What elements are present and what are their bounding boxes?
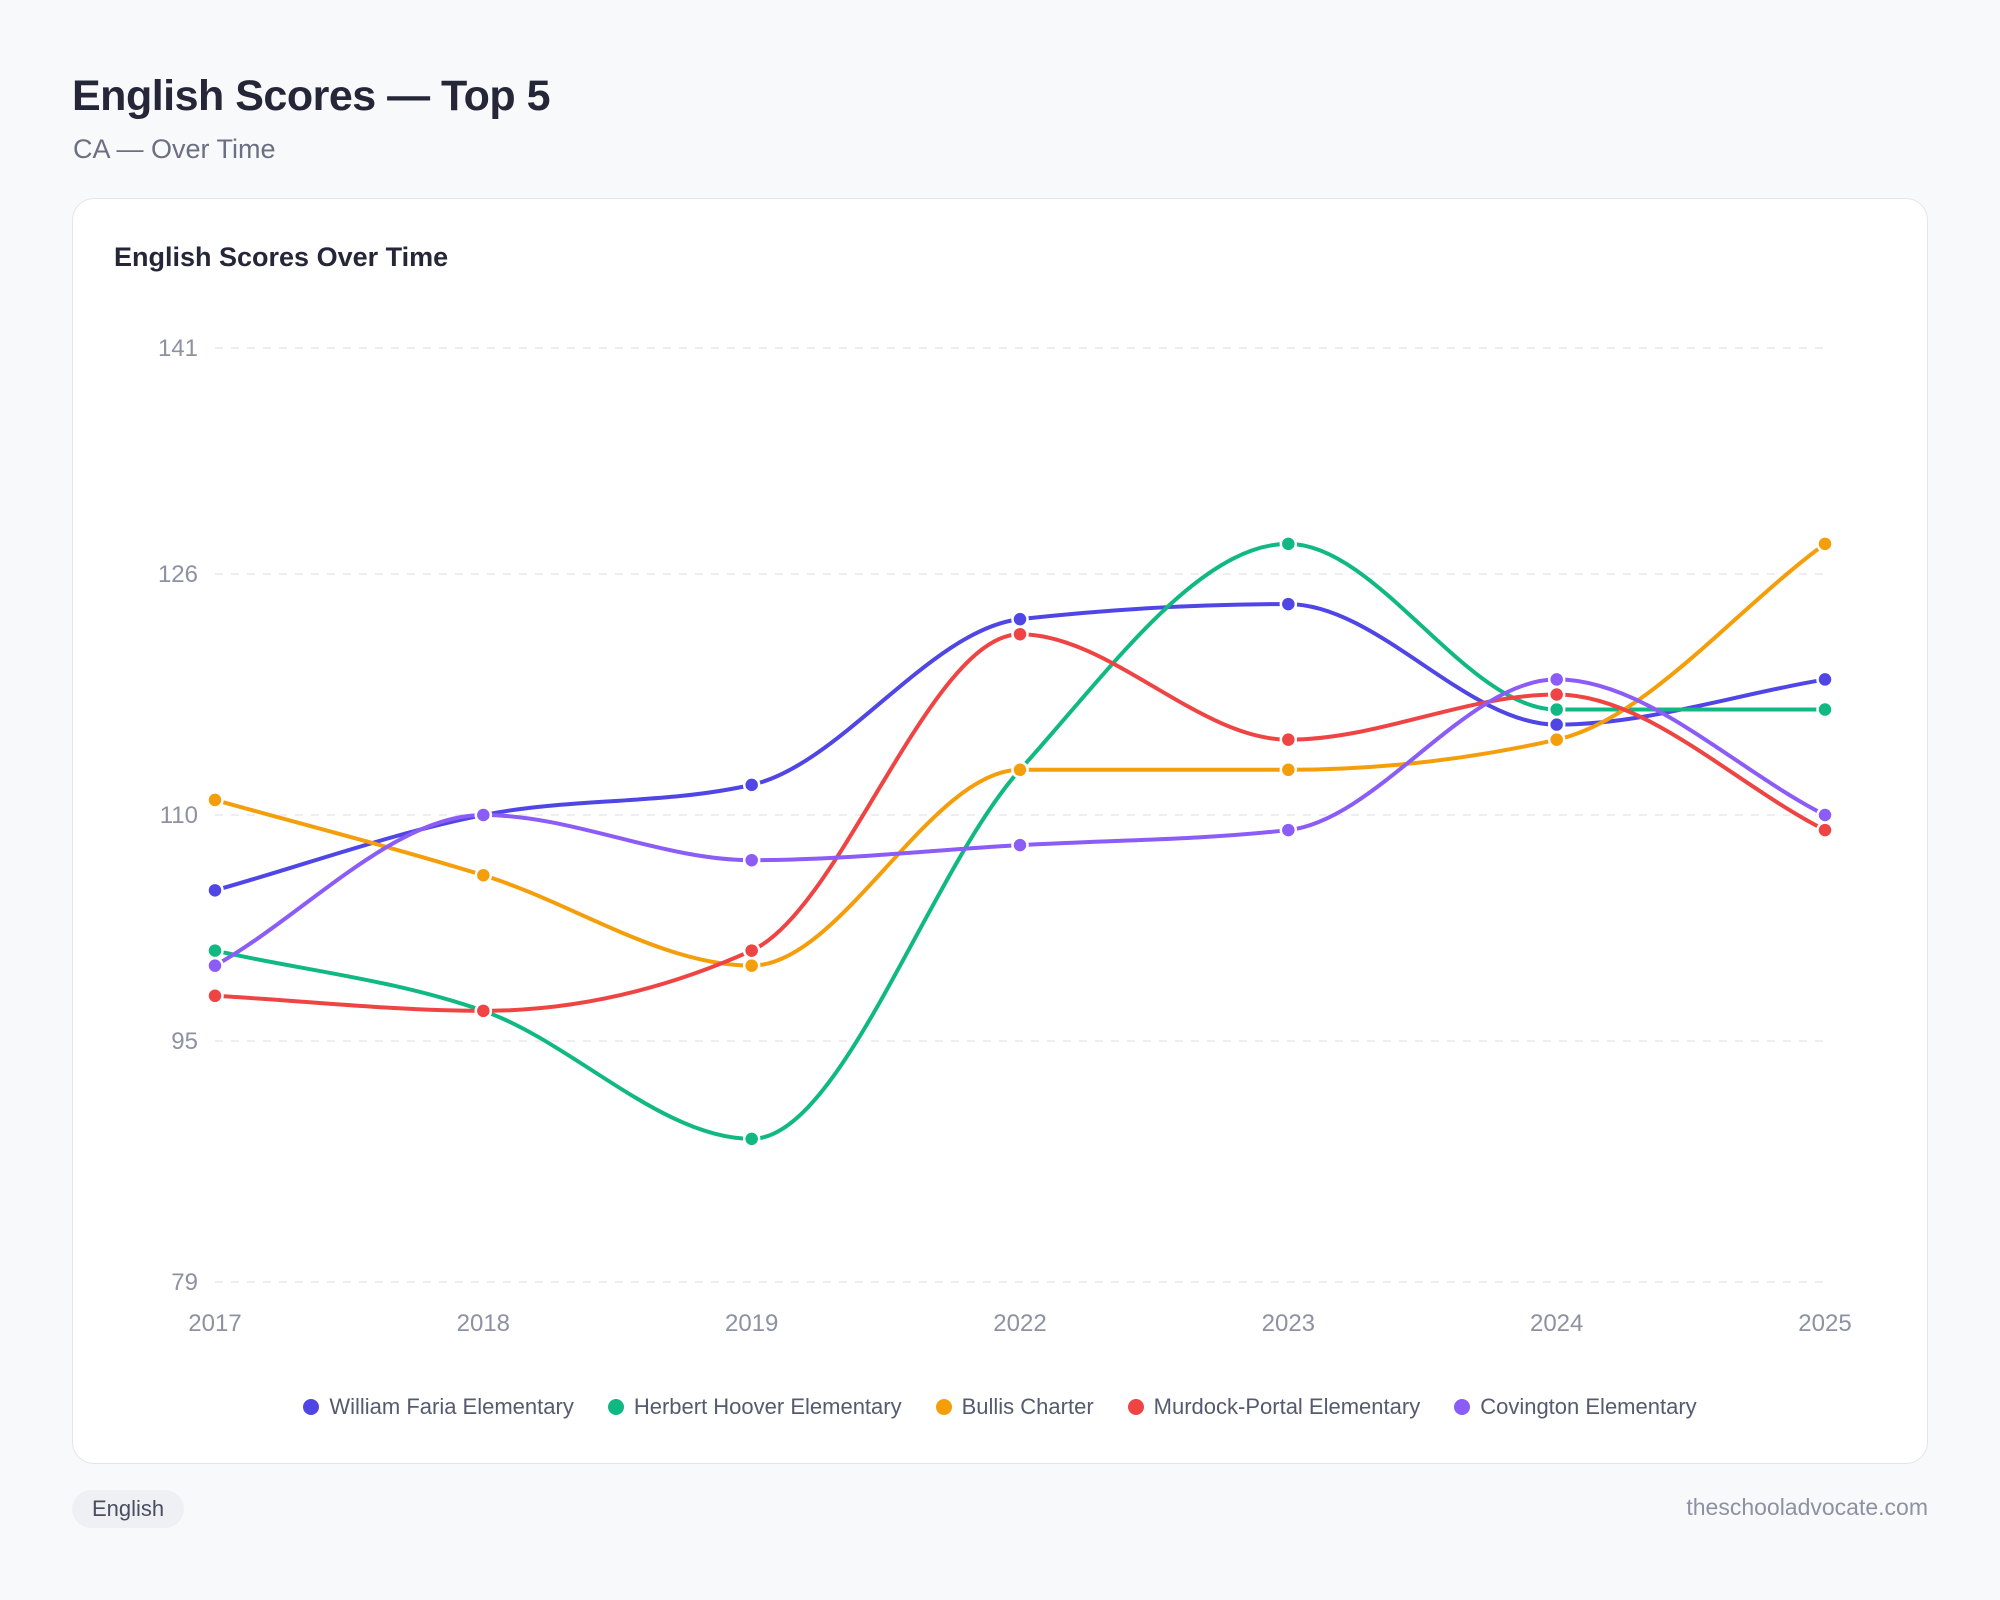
data-point[interactable]	[1816, 821, 1834, 839]
legend: William Faria Elementary Herbert Hoover E…	[0, 1394, 2000, 1420]
data-point[interactable]	[1279, 535, 1298, 553]
chart-card	[72, 198, 1928, 1464]
data-point[interactable]	[1279, 595, 1298, 613]
legend-label: Bullis Charter	[961, 1394, 1094, 1419]
x-tick-label: 2024	[1530, 1310, 1583, 1337]
x-axis: 2017 2018 2019 2022 2023 2024 2025	[188, 1310, 1851, 1337]
legend-swatch	[935, 1399, 952, 1415]
data-point[interactable]	[1279, 761, 1298, 779]
data-point[interactable]	[474, 866, 493, 885]
series-line-2	[213, 541, 1827, 968]
legend-label: Covington Elementary	[1480, 1394, 1697, 1419]
data-point[interactable]	[1547, 670, 1566, 689]
chart-title: English Scores Over Time	[114, 242, 449, 272]
page-subtitle: CA — Over Time	[73, 134, 276, 164]
data-point[interactable]	[1547, 730, 1566, 749]
y-tick-label: 126	[158, 561, 198, 588]
data-point[interactable]	[1816, 806, 1834, 824]
legend-label: Murdock-Portal Elementary	[1153, 1394, 1421, 1419]
site-link[interactable]: theschooladvocate.com	[1686, 1494, 1928, 1520]
data-point[interactable]	[474, 806, 493, 824]
data-point[interactable]	[206, 791, 224, 809]
data-point[interactable]	[1011, 836, 1029, 854]
y-axis: 79 95 110 126 141	[158, 335, 198, 1296]
data-point[interactable]	[206, 956, 224, 975]
legend-swatch	[1454, 1399, 1471, 1415]
legend-label: William Faria Elementary	[329, 1394, 574, 1419]
y-tick-label: 110	[160, 802, 198, 829]
x-tick-label: 2023	[1262, 1310, 1315, 1337]
data-point[interactable]	[742, 956, 761, 975]
data-point[interactable]	[1547, 685, 1566, 704]
data-point[interactable]	[742, 776, 761, 794]
x-tick-label: 2019	[725, 1310, 778, 1337]
legend-item[interactable]: William Faria Elementary	[303, 1394, 574, 1420]
x-tick-label: 2017	[188, 1310, 241, 1337]
x-tick-label: 2022	[993, 1310, 1046, 1337]
data-point[interactable]	[1816, 670, 1834, 689]
data-point[interactable]	[742, 1130, 761, 1148]
y-tick-label: 79	[171, 1269, 198, 1296]
data-point[interactable]	[1279, 730, 1298, 749]
x-tick-label: 2025	[1798, 1310, 1851, 1337]
subject-tag[interactable]: English	[72, 1490, 185, 1528]
data-point[interactable]	[1011, 625, 1029, 643]
data-point[interactable]	[1279, 821, 1298, 839]
data-point[interactable]	[206, 987, 224, 1005]
grid-layer	[215, 347, 1825, 1283]
data-point[interactable]	[474, 1002, 493, 1020]
data-point[interactable]	[1011, 761, 1029, 779]
page-title: English Scores — Top 5	[72, 72, 551, 120]
legend-item[interactable]: Murdock-Portal Elementary	[1127, 1394, 1421, 1420]
legend-item[interactable]: Covington Elementary	[1454, 1394, 1697, 1420]
legend-swatch	[607, 1399, 624, 1415]
legend-swatch	[1127, 1399, 1144, 1415]
legend-label: Herbert Hoover Elementary	[633, 1394, 902, 1419]
y-tick-label: 141	[158, 335, 198, 362]
x-tick-label: 2018	[457, 1310, 510, 1337]
data-point[interactable]	[206, 881, 224, 900]
legend-swatch	[303, 1399, 320, 1415]
data-point[interactable]	[1011, 610, 1029, 628]
legend-item[interactable]: Herbert Hoover Elementary	[607, 1394, 902, 1420]
legend-item[interactable]: Bullis Charter	[935, 1394, 1094, 1420]
data-point[interactable]	[1816, 700, 1834, 719]
data-point[interactable]	[742, 851, 761, 869]
series-layer	[206, 535, 1834, 1148]
data-point[interactable]	[1547, 700, 1566, 719]
data-point[interactable]	[1547, 715, 1566, 734]
data-point[interactable]	[206, 941, 224, 960]
data-point[interactable]	[742, 941, 761, 960]
y-tick-label: 95	[171, 1028, 198, 1055]
data-point[interactable]	[1816, 535, 1834, 553]
